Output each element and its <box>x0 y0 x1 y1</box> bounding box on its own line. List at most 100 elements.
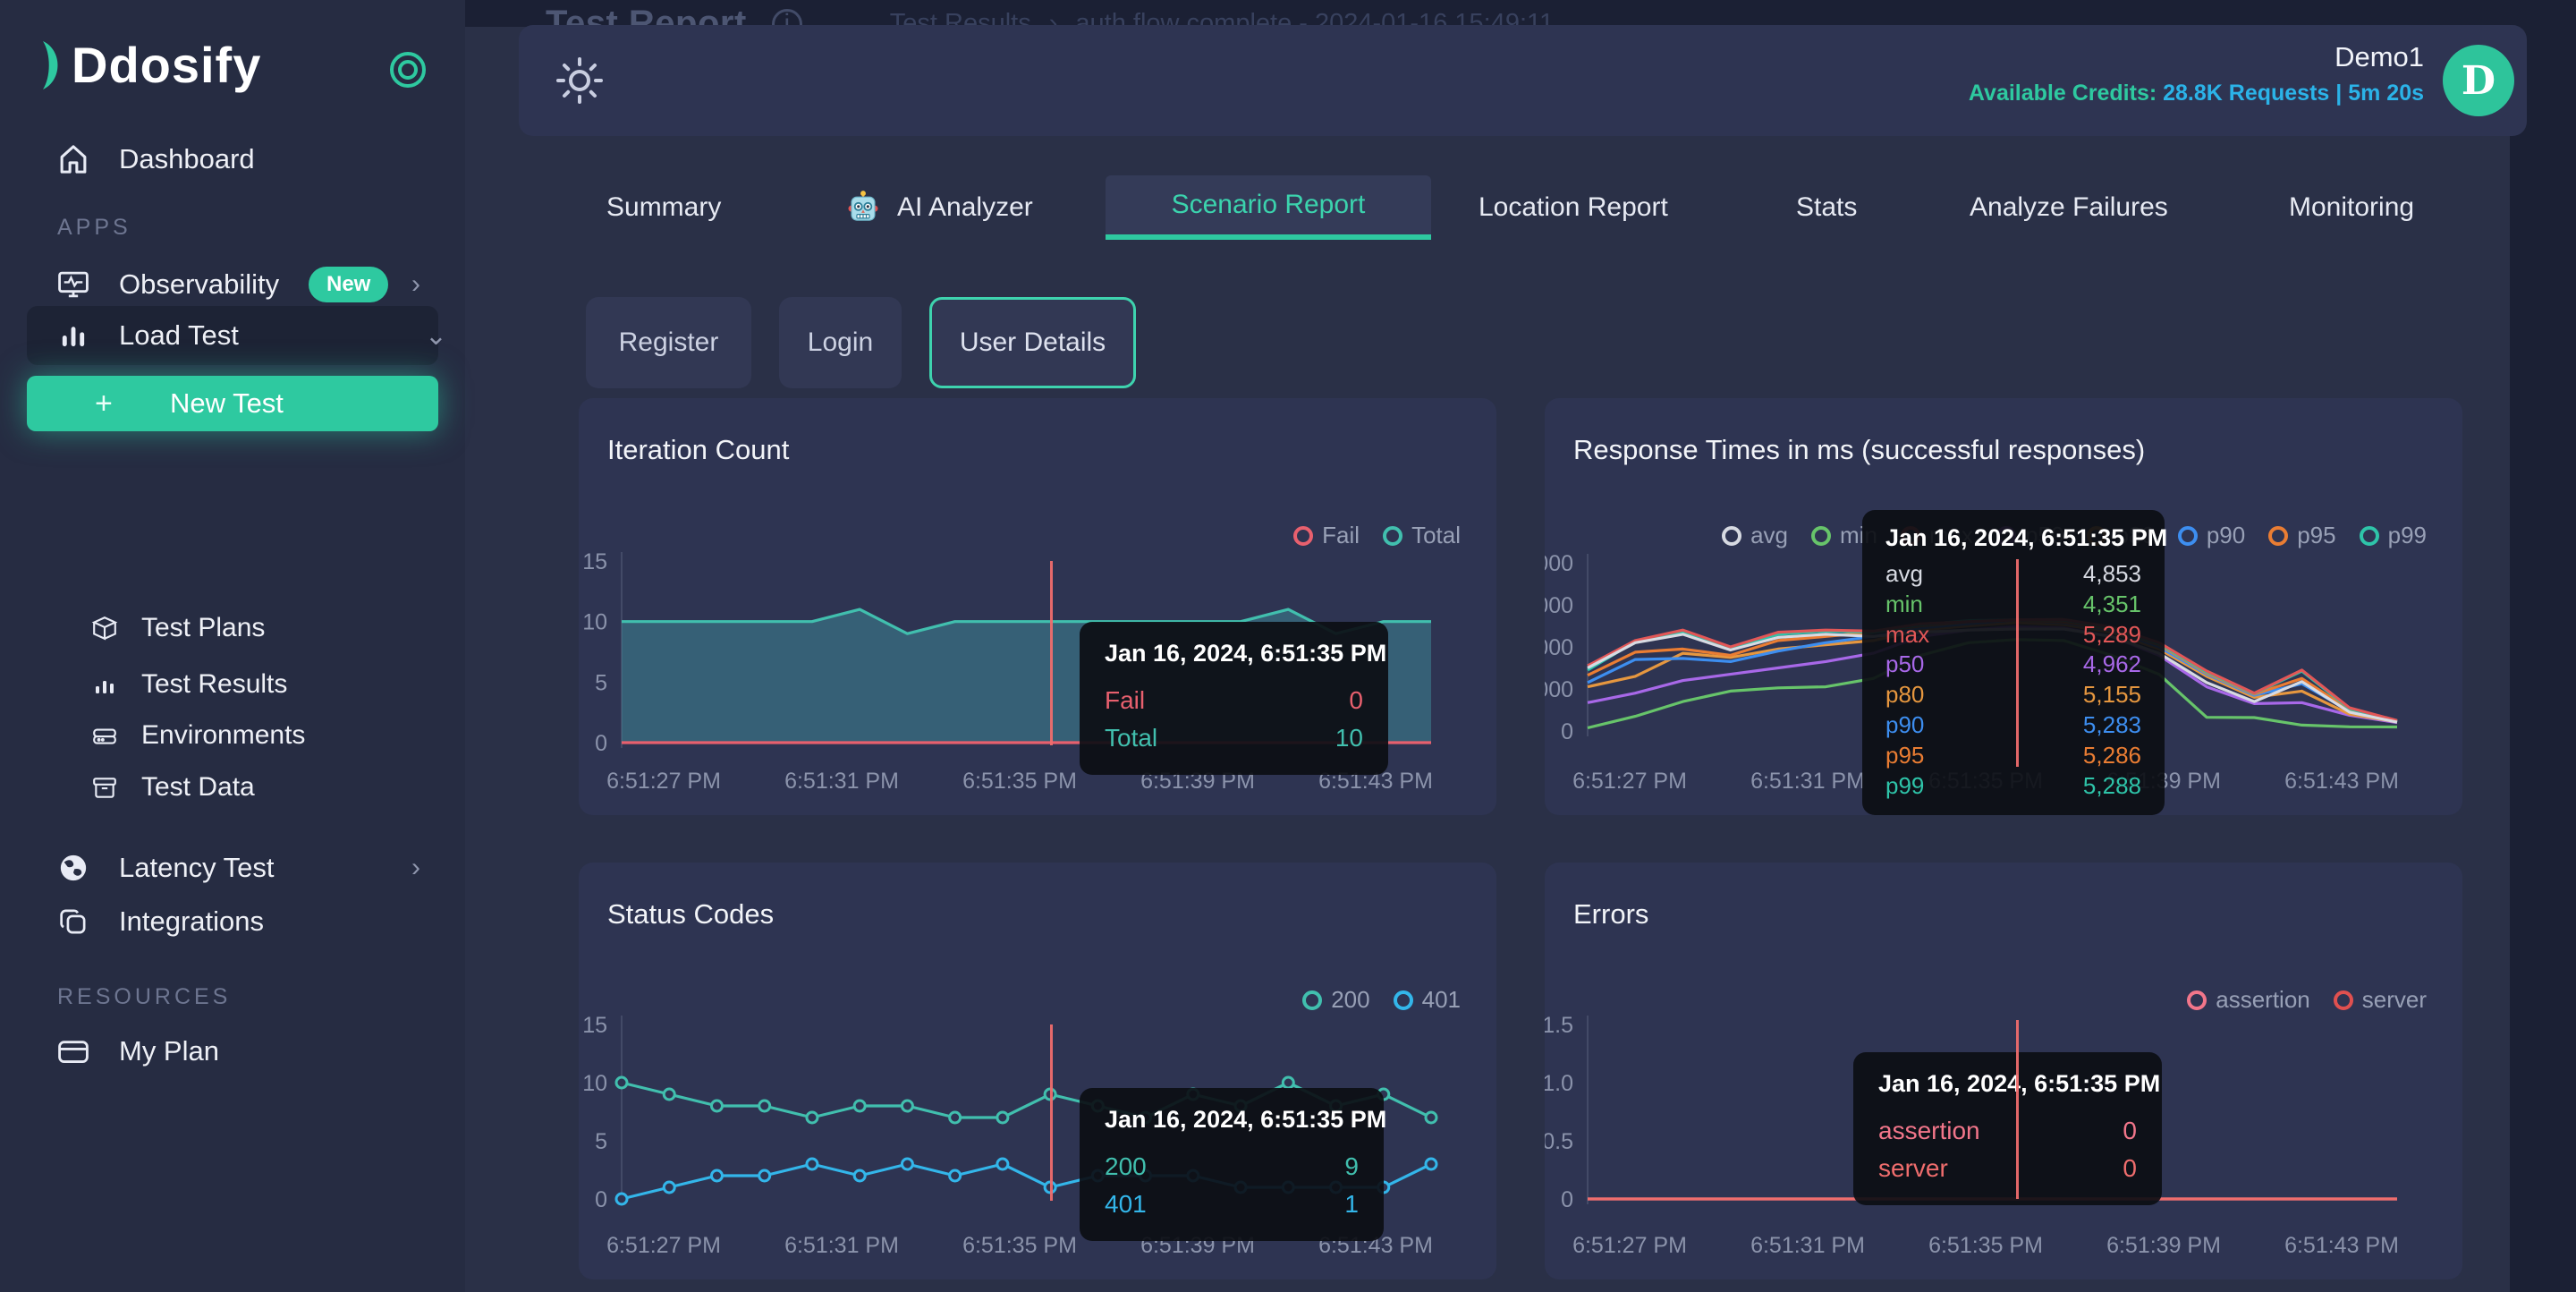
collapse-target-icon[interactable] <box>390 52 426 88</box>
chart-tooltip: Jan 16, 2024, 6:51:35 PM 200 9 401 1 <box>1080 1088 1386 1241</box>
sidebar-item-test-plans[interactable]: Test Plans <box>0 601 465 655</box>
sidebar-item-latency-test[interactable]: Latency Test › <box>0 841 465 895</box>
theme-toggle-button[interactable] <box>551 52 608 109</box>
tooltip-row: Total 10 <box>1105 719 1363 757</box>
sidebar-item-integrations[interactable]: Integrations <box>0 895 465 948</box>
legend-item-p95[interactable]: p95 <box>2268 522 2336 549</box>
panel-status-codes: Status Codes 200 401 0 5 10 15 6:51:27 PM 6:51… <box>579 863 1496 1279</box>
svg-text:15: 15 <box>582 1013 607 1038</box>
chart-legend: 200 401 <box>1302 986 1461 1014</box>
sidebar-item-test-results[interactable]: Test Results <box>0 658 465 711</box>
legend-ring-icon <box>2359 525 2379 546</box>
svg-text:6:51:35 PM: 6:51:35 PM <box>962 1233 1077 1258</box>
top-strip <box>465 0 2576 27</box>
tooltip-label: p90 <box>1885 710 1925 738</box>
step-button-user-details[interactable]: User Details <box>929 297 1136 388</box>
header-bar: Demo1 Available Credits: 28.8K Requests … <box>519 25 2527 136</box>
sidebar-item-observability[interactable]: Observability New › <box>0 258 465 311</box>
tooltip-label: Total <box>1105 724 1158 752</box>
tab-scenario-report[interactable]: Scenario Report <box>1106 175 1431 240</box>
legend-item-401[interactable]: 401 <box>1393 986 1461 1014</box>
sidebar-item-test-data[interactable]: Test Data <box>0 761 465 814</box>
tooltip-value: 5,289 <box>2082 620 2141 648</box>
tooltip-label: max <box>1885 620 1930 648</box>
svg-text:6:51:31 PM: 6:51:31 PM <box>784 769 899 794</box>
legend-label: server <box>2361 986 2427 1013</box>
tab-stats[interactable]: Stats <box>1796 192 1858 222</box>
chart-tooltip: Jan 16, 2024, 6:51:35 PM assertion 0 server… <box>1853 1052 2162 1205</box>
legend-item-200[interactable]: 200 <box>1302 986 1370 1014</box>
username[interactable]: Demo1 <box>2334 41 2424 72</box>
chart-title: Response Times in ms (successful respons… <box>1573 434 2146 465</box>
svg-text:6:51:27 PM: 6:51:27 PM <box>606 1233 721 1258</box>
tab-summary[interactable]: Summary <box>606 192 722 222</box>
sidebar-item-dashboard[interactable]: Dashboard <box>0 132 465 186</box>
sidebar-item-label: Observability <box>119 268 280 300</box>
svg-text:5: 5 <box>595 1129 607 1154</box>
chart-legend: assertion server <box>2187 986 2427 1014</box>
sidebar-item-load-test[interactable]: Load Test ⌄ <box>27 306 447 365</box>
tooltip-row: avg 4,853 <box>1885 559 2141 590</box>
legend-item-avg[interactable]: avg <box>1722 522 1788 549</box>
logo[interactable]: Ddosify <box>39 36 433 94</box>
tooltip-row: p95 5,286 <box>1885 741 2141 771</box>
chart-tooltip: Jan 16, 2024, 6:51:35 PM Fail 0 Total 10 <box>1080 622 1388 775</box>
tab-ai-analyzer[interactable]: AI Analyzer <box>845 175 1033 240</box>
chart-title: Iteration Count <box>607 434 790 465</box>
step-button-register[interactable]: Register <box>586 297 751 388</box>
sidebar-item-my-plan[interactable]: My Plan <box>0 1024 465 1078</box>
ddosify-logo-icon <box>43 40 58 89</box>
legend-item-p99[interactable]: p99 <box>2359 522 2427 549</box>
tooltip-label: 200 <box>1105 1152 1147 1180</box>
tab-location-report[interactable]: Location Report <box>1479 192 1668 222</box>
chart-legend: Fail Total <box>1293 522 1461 549</box>
svg-text:10: 10 <box>582 610 607 635</box>
sun-icon <box>556 57 603 104</box>
tooltip-row: max 5,289 <box>1885 620 2141 650</box>
plus-icon: + <box>95 386 113 421</box>
legend-item-p90[interactable]: p90 <box>2177 522 2245 549</box>
tooltip-row: p99 5,288 <box>1885 771 2141 802</box>
svg-text:0: 0 <box>1561 1187 1573 1212</box>
legend-item-Total[interactable]: Total <box>1383 522 1461 549</box>
legend-ring-icon <box>2187 990 2207 1010</box>
tab-analyze-failures[interactable]: Analyze Failures <box>1970 192 2168 222</box>
legend-item-server[interactable]: server <box>2333 986 2427 1014</box>
new-test-label: New Test <box>170 387 284 419</box>
chevron-right-icon: › <box>411 853 420 882</box>
tooltip-label: p50 <box>1885 650 1925 678</box>
legend-ring-icon <box>2333 990 2353 1010</box>
tooltip-row: min 4,351 <box>1885 590 2141 620</box>
legend-ring-icon <box>1293 525 1314 546</box>
legend-item-assertion[interactable]: assertion <box>2187 986 2310 1014</box>
svg-text:6:51:39 PM: 6:51:39 PM <box>2106 1233 2221 1258</box>
sidebar-item-environments[interactable]: Environments <box>0 709 465 762</box>
tooltip-label: p99 <box>1885 771 1925 799</box>
legend-ring-icon <box>1302 990 1323 1010</box>
avatar[interactable]: D <box>2443 45 2514 116</box>
legend-ring-icon <box>2268 525 2289 546</box>
tooltip-label: avg <box>1885 560 1923 587</box>
new-test-button[interactable]: + New Test <box>27 376 438 431</box>
step-button-login[interactable]: Login <box>779 297 902 388</box>
svg-text:8,000: 8,000 <box>1545 551 1573 576</box>
tab-monitoring[interactable]: Monitoring <box>2289 192 2415 222</box>
svg-text:6:51:27 PM: 6:51:27 PM <box>606 769 721 794</box>
legend-ring-icon <box>1393 990 1413 1010</box>
legend-ring-icon <box>2177 525 2198 546</box>
tooltip-row: server 0 <box>1878 1150 2137 1187</box>
tooltip-value: 4,853 <box>2082 560 2141 587</box>
chart-title: Errors <box>1573 898 1649 930</box>
header-user-block: Demo1 Available Credits: 28.8K Requests … <box>1969 41 2424 106</box>
tooltip-label: server <box>1878 1154 1948 1182</box>
tooltip-value: 4,962 <box>2082 650 2141 678</box>
tooltip-value: 10 <box>1335 724 1363 752</box>
globe-icon <box>57 852 89 884</box>
panel-response-times: Response Times in ms (successful respons… <box>1545 398 2462 816</box>
archive-icon <box>91 774 118 801</box>
tooltip-title: Jan 16, 2024, 6:51:35 PM <box>1885 524 2168 551</box>
legend-item-Fail[interactable]: Fail <box>1293 522 1360 549</box>
credits-value: 28.8K Requests | 5m 20s <box>2163 81 2424 106</box>
chevron-down-icon: ⌄ <box>424 320 447 351</box>
legend-label: 401 <box>1421 986 1461 1013</box>
